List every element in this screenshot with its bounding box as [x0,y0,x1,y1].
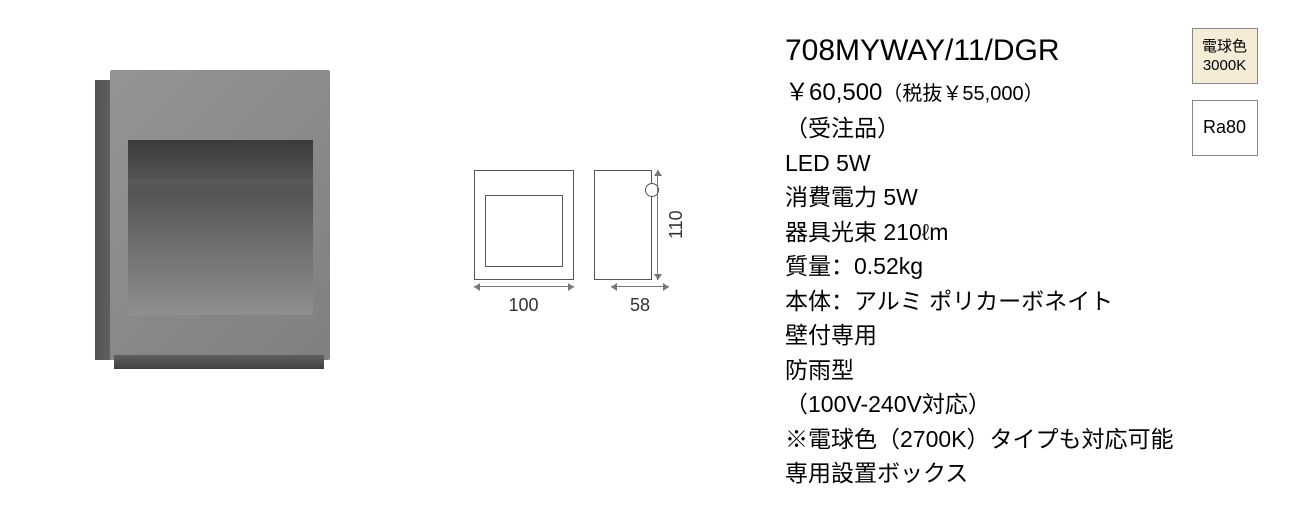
side-outline [594,170,652,280]
height-label: 110 [666,170,687,280]
material-spec: 本体：アルミ ポリカーボネイト [785,284,1174,319]
order-note: （受注品） [785,111,1174,146]
price-main: ￥60,500 [785,79,882,106]
depth-dimension-arrow [611,286,669,287]
spec-text-block: 708MYWAY/11/DGR ￥60,500（税抜￥55,000） （受注品）… [785,28,1174,491]
width-dimension-arrow [474,286,574,287]
front-inner-outline [485,195,563,267]
diagram-side-view: 110 58 [594,170,687,316]
product-layout: 100 110 58 708MYWAY/11/DGR ￥60,500（税抜￥55… [0,0,1312,491]
price-line: ￥60,500（税抜￥55,000） [785,75,1174,111]
fixture-recess-shadow [128,140,313,180]
spec-panel: 708MYWAY/11/DGR ￥60,500（税抜￥55,000） （受注品）… [740,20,1312,491]
install-box: 専用設置ボックス [785,456,1174,491]
ra-badge: Ra80 [1192,100,1258,156]
depth-label: 58 [630,295,650,316]
color-temp-value: 3000K [1203,56,1246,76]
height-dimension-arrow [657,170,658,280]
model-number: 708MYWAY/11/DGR [785,28,1174,73]
product-image-area [0,20,420,380]
ra-value: Ra80 [1203,116,1246,139]
voltage-spec: （100V-240V対応） [785,387,1174,422]
diagram-front-view: 100 [474,170,574,316]
mount-spec: 壁付専用 [785,318,1174,353]
price-sub: （税抜￥55,000） [882,83,1043,105]
power-spec: 消費電力 5W [785,180,1174,215]
color-temp-badge: 電球色 3000K [1192,28,1258,84]
led-spec: LED 5W [785,146,1174,181]
dimension-diagrams: 100 110 58 [420,20,740,316]
weight-spec: 質量：0.52kg [785,249,1174,284]
flux-spec: 器具光束 210ℓm [785,215,1174,250]
fixture-render [90,70,330,380]
width-label: 100 [508,295,538,316]
front-outline [474,170,574,280]
badge-column: 電球色 3000K Ra80 [1192,28,1258,156]
fixture-bottom-edge [114,355,324,369]
color-note: ※電球色（2700K）タイプも対応可能 [785,422,1174,457]
waterproof-spec: 防雨型 [785,353,1174,388]
color-temp-label: 電球色 [1202,37,1247,57]
